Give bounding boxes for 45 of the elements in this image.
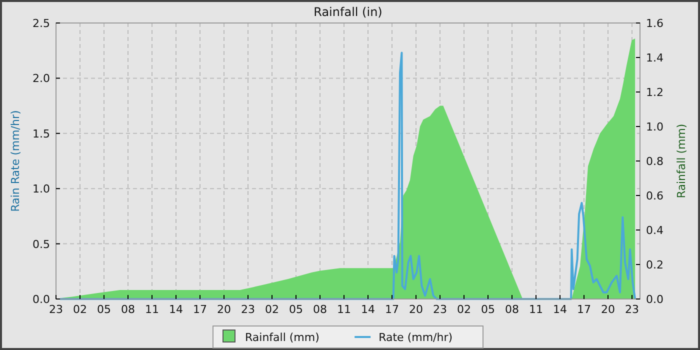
x-tick-label: 23 [241,303,255,316]
chart-title: Rainfall (in) [314,5,382,19]
y-tick-label: 1.5 [32,127,50,140]
x-tick-label: 23 [433,303,447,316]
x-tick-label: 14 [361,303,375,316]
x-tick-label: 17 [577,303,591,316]
x-tick-label: 23 [625,303,639,316]
y-tick-label: 2.5 [32,17,50,30]
y-tick-label: 2.0 [32,72,50,86]
x-tick-label: 20 [601,303,615,316]
y2-tick-label: 0.6 [646,190,664,202]
x-tick-label: 08 [121,303,135,316]
y2-tick-label: 1.6 [646,17,664,30]
y-axis-title: Rain Rate (mm/hr) [9,110,22,212]
y2-tick-label: 0.0 [646,293,664,306]
x-tick-label: 08 [313,303,327,316]
y2-tick-label: 0.8 [646,155,664,168]
y2-tick-label: 0.4 [646,224,664,237]
legend-label: Rainfall (mm) [245,331,320,344]
x-tick-label: 08 [505,303,519,316]
x-tick-label: 05 [481,303,495,316]
x-tick-label: 11 [337,303,351,316]
x-tick-label: 05 [97,303,111,316]
y2-tick-label: 0.2 [646,258,664,272]
y2-tick-label: 1.4 [646,52,664,64]
y-tick-label: 1.0 [32,182,50,196]
x-tick-label: 05 [289,303,303,316]
x-tick-label: 02 [457,303,471,316]
x-tick-label: 14 [169,303,183,316]
y2-tick-label: 1.2 [646,86,664,99]
x-tick-label: 11 [529,303,543,316]
y2-tick-label: 1.0 [646,120,664,134]
x-tick-label: 20 [217,303,231,316]
legend-label: Rate (mm/hr) [378,331,453,344]
x-tick-label: 02 [73,303,87,316]
y-tick-label: 0.0 [32,293,50,306]
x-tick-label: 23 [49,303,63,316]
x-tick-label: 20 [409,303,423,316]
x-tick-label: 17 [193,303,207,316]
x-tick-label: 11 [145,303,159,316]
x-tick-label: 17 [385,303,399,316]
x-tick-label: 02 [265,303,279,316]
x-tick-label: 14 [553,303,567,316]
y-tick-label: 0.5 [32,238,50,251]
y2-axis-title: Rainfall (mm) [675,124,688,198]
